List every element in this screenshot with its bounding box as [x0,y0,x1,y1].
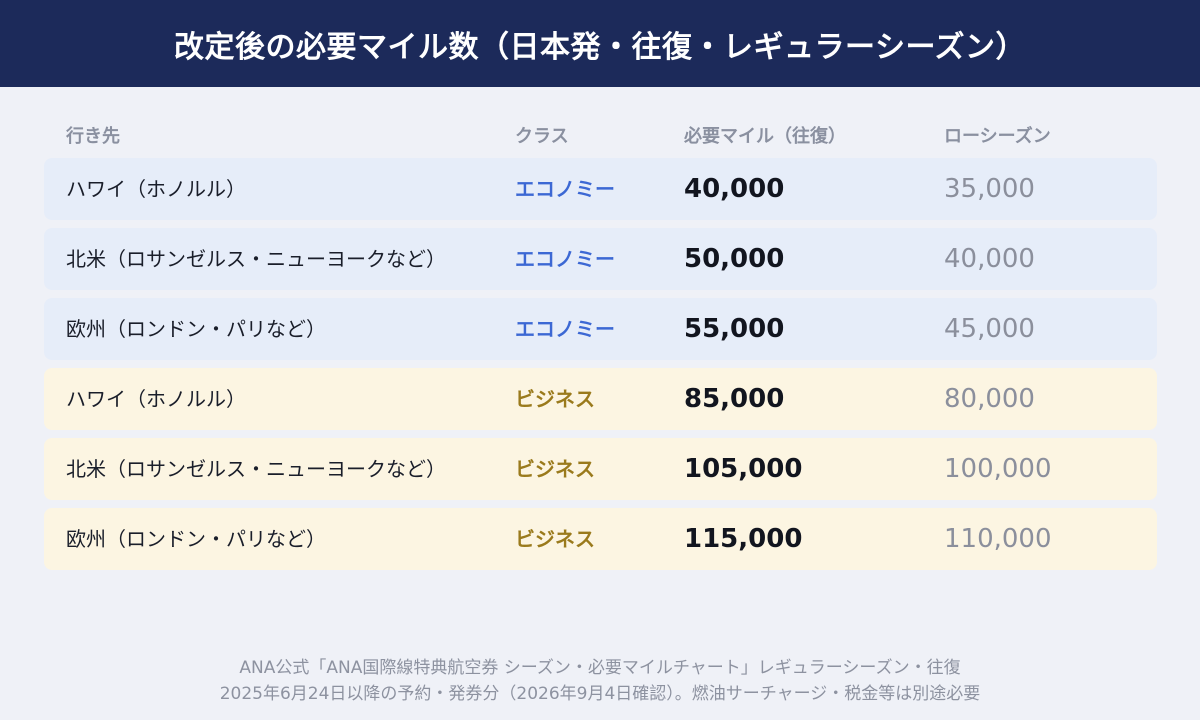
class-cell: エコノミー [515,317,615,341]
destination-cell: ハワイ（ホノルル） [66,177,246,201]
table-header: 行き先 クラス 必要マイル（往復） ローシーズン [0,122,1200,150]
table-row: ハワイ（ホノルル） エコノミー 40,000 35,000 [44,158,1157,220]
column-header-class: クラス [515,126,569,147]
table-row: 欧州（ロンドン・パリなど） ビジネス 115,000 110,000 [44,508,1157,570]
table-row: 北米（ロサンゼルス・ニューヨークなど） ビジネス 105,000 100,000 [44,438,1157,500]
source-note-line-2: 2025年6月24日以降の予約・発券分（2026年9月4日確認）。燃油サーチャー… [219,684,981,704]
column-header-low-season: ローシーズン [944,126,1051,147]
destination-cell: 北米（ロサンゼルス・ニューヨークなど） [66,457,446,481]
page-title: 改定後の必要マイル数（日本発・往復・レギュラーシーズン） [174,29,1026,65]
class-cell: ビジネス [515,527,595,551]
column-header-required-miles: 必要マイル（往復） [684,126,846,147]
class-cell: ビジネス [515,387,595,411]
required-miles-cell: 105,000 [684,454,803,484]
source-note-line-1: ANA公式「ANA国際線特典航空券 シーズン・必要マイルチャート」レギュラーシー… [239,658,961,678]
destination-cell: 北米（ロサンゼルス・ニューヨークなど） [66,247,446,271]
table-row: 欧州（ロンドン・パリなど） エコノミー 55,000 45,000 [44,298,1157,360]
destination-cell: 欧州（ロンドン・パリなど） [66,317,326,341]
low-season-cell: 100,000 [944,454,1052,484]
class-cell: エコノミー [515,247,615,271]
class-cell: エコノミー [515,177,615,201]
low-season-cell: 40,000 [944,244,1035,274]
table-row: 北米（ロサンゼルス・ニューヨークなど） エコノミー 50,000 40,000 [44,228,1157,290]
miles-table: ハワイ（ホノルル） エコノミー 40,000 35,000 北米（ロサンゼルス・… [44,158,1157,578]
low-season-cell: 45,000 [944,314,1035,344]
required-miles-cell: 55,000 [684,314,785,344]
required-miles-cell: 40,000 [684,174,785,204]
low-season-cell: 35,000 [944,174,1035,204]
required-miles-cell: 50,000 [684,244,785,274]
table-row: ハワイ（ホノルル） ビジネス 85,000 80,000 [44,368,1157,430]
source-note: ANA公式「ANA国際線特典航空券 シーズン・必要マイルチャート」レギュラーシー… [0,655,1200,707]
low-season-cell: 110,000 [944,524,1052,554]
title-banner: 改定後の必要マイル数（日本発・往復・レギュラーシーズン） [0,0,1200,87]
required-miles-cell: 115,000 [684,524,803,554]
destination-cell: 欧州（ロンドン・パリなど） [66,527,326,551]
destination-cell: ハワイ（ホノルル） [66,387,246,411]
required-miles-cell: 85,000 [684,384,785,414]
low-season-cell: 80,000 [944,384,1035,414]
class-cell: ビジネス [515,457,595,481]
column-header-destination: 行き先 [66,126,120,147]
